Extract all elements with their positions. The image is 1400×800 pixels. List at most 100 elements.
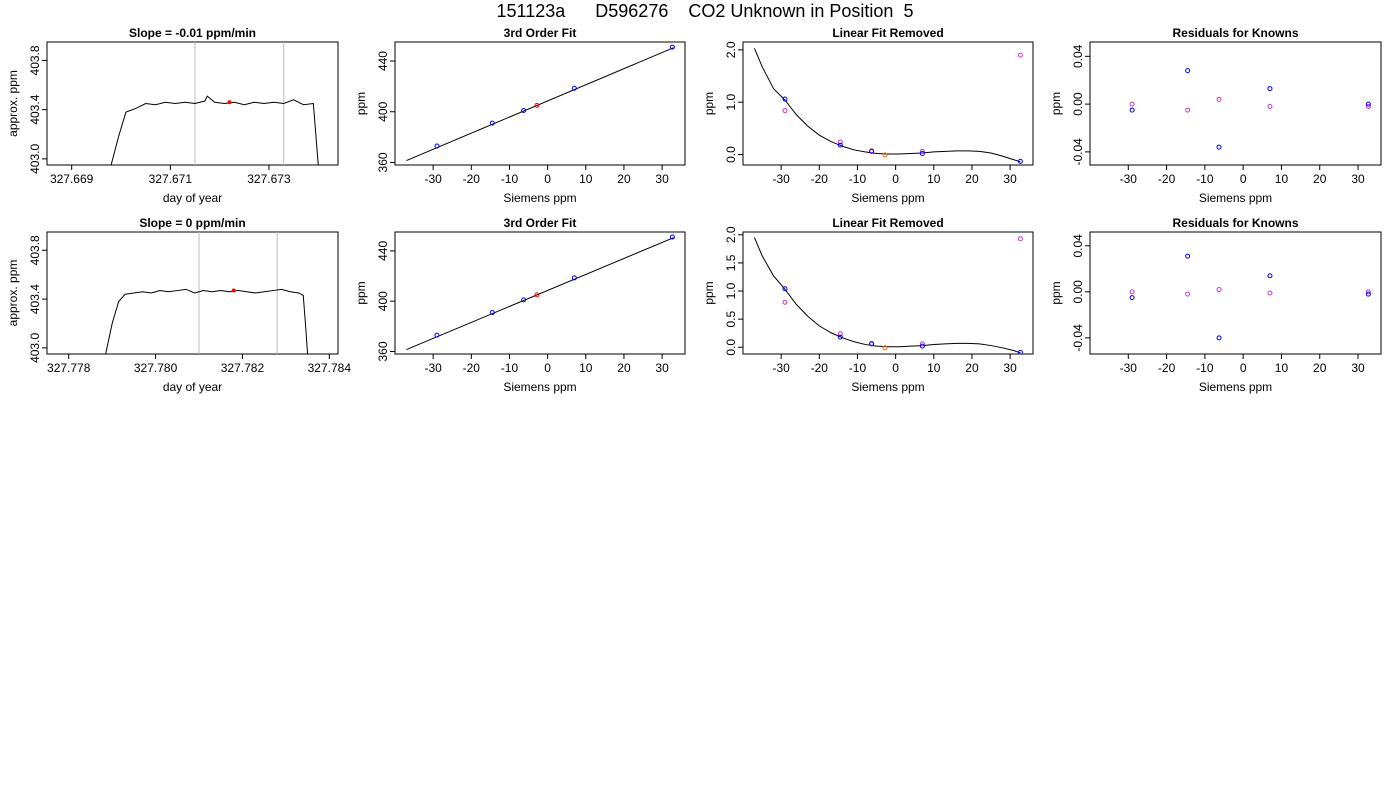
chart-title: Slope = 0 ppm/min xyxy=(139,216,245,230)
x-tick-label: 20 xyxy=(965,172,979,186)
x-tick-label: -30 xyxy=(1120,361,1138,375)
known-point xyxy=(869,341,875,347)
fit-line xyxy=(406,237,674,351)
x-tick-label: -10 xyxy=(1196,361,1214,375)
y-tick-label: 403.8 xyxy=(28,45,42,75)
x-tick-label: -10 xyxy=(501,172,519,186)
y-tick-label: 360 xyxy=(376,341,390,361)
known-point xyxy=(782,286,788,292)
x-tick-label: 20 xyxy=(617,361,631,375)
alt-point xyxy=(919,341,925,347)
y-axis-label: ppm xyxy=(354,281,368,304)
alt-point xyxy=(1216,287,1222,293)
y-tick-label: 2.0 xyxy=(724,226,738,243)
x-tick-label: 30 xyxy=(1351,361,1365,375)
alt-point xyxy=(1267,290,1273,296)
unknown-point xyxy=(882,152,888,158)
alt-point xyxy=(782,108,788,114)
known-point xyxy=(1365,291,1371,297)
known-point xyxy=(489,309,495,315)
plot-area xyxy=(110,42,319,165)
y-axis-label: ppm xyxy=(1049,281,1063,304)
unknown-point xyxy=(882,345,888,351)
plot-area xyxy=(753,236,1023,354)
alt-point xyxy=(1185,291,1191,297)
y-tick-label: 440 xyxy=(376,51,390,71)
y-tick-label: 2.0 xyxy=(724,41,738,58)
known-point xyxy=(837,334,843,340)
x-tick-label: 327.782 xyxy=(221,361,265,375)
y-axis-label: ppm xyxy=(1049,92,1063,115)
y-tick-label: 440 xyxy=(376,241,390,261)
known-point xyxy=(571,275,577,281)
plot-area xyxy=(1129,253,1371,341)
plot-frame xyxy=(46,231,339,355)
unknown-point xyxy=(534,102,540,108)
y-tick-label: 0.0 xyxy=(724,146,738,163)
x-tick-label: 20 xyxy=(1313,361,1327,375)
y-tick-label: 0.04 xyxy=(1071,44,1085,68)
x-tick-label: 0 xyxy=(892,172,899,186)
x-axis-label: Siemens ppm xyxy=(1199,380,1272,394)
known-point xyxy=(1129,295,1135,301)
chart-panel-7: Linear Fit Removed -30 -20 -10 0 10 20 30 0.0 0.5… xyxy=(702,216,1034,394)
x-tick-label: -30 xyxy=(1120,172,1138,186)
x-tick-label: -30 xyxy=(424,172,442,186)
x-axis-label: Siemens ppm xyxy=(503,380,576,394)
y-tick-label: 1.0 xyxy=(724,94,738,111)
x-tick-label: 10 xyxy=(927,361,941,375)
known-point xyxy=(669,234,675,240)
known-point xyxy=(521,107,527,113)
chart-title: Residuals for Knowns xyxy=(1172,216,1298,230)
cubic-fit-curve xyxy=(753,237,1021,354)
chart-title: 3rd Order Fit xyxy=(504,26,577,40)
plot-frame xyxy=(1089,231,1382,355)
x-tick-label: 0 xyxy=(1240,172,1247,186)
page-title: 151123a D596276 CO2 Unknown in Position … xyxy=(496,1,914,21)
x-tick-label: -20 xyxy=(811,172,829,186)
x-tick-label: 20 xyxy=(617,172,631,186)
known-point xyxy=(1365,101,1371,107)
x-axis-label: day of year xyxy=(163,191,222,205)
y-tick-label: 403.4 xyxy=(28,284,42,314)
y-tick-label: 400 xyxy=(376,101,390,121)
known-point xyxy=(669,44,675,50)
y-tick-label: -0.04 xyxy=(1071,324,1085,352)
y-axis-label: approx. ppm xyxy=(6,260,20,327)
known-point xyxy=(919,150,925,156)
x-axis-label: Siemens ppm xyxy=(1199,191,1272,205)
x-tick-label: 327.671 xyxy=(149,172,193,186)
known-point xyxy=(434,332,440,338)
x-tick-label: -20 xyxy=(1158,172,1176,186)
x-tick-label: -10 xyxy=(501,361,519,375)
x-tick-label: 327.780 xyxy=(134,361,178,375)
y-tick-label: 0.0 xyxy=(724,339,738,356)
alt-point xyxy=(1267,103,1273,109)
mean-marker-point xyxy=(227,100,232,105)
chart-panel-3: Linear Fit Removed -30 -20 -10 0 10 20 30 0.0 1.0… xyxy=(702,26,1034,205)
x-axis-label: Siemens ppm xyxy=(503,191,576,205)
x-tick-label: 10 xyxy=(579,361,593,375)
plot-frame xyxy=(1089,41,1382,166)
x-tick-label: 327.669 xyxy=(50,172,94,186)
x-tick-label: 0 xyxy=(892,361,899,375)
known-point xyxy=(1216,335,1222,341)
unknown-point xyxy=(534,292,540,298)
known-point xyxy=(837,142,843,148)
ppm-trace-line xyxy=(110,95,319,165)
x-tick-label: -20 xyxy=(1158,361,1176,375)
known-point xyxy=(1216,144,1222,150)
known-point xyxy=(521,297,527,303)
y-tick-label: 0.04 xyxy=(1071,234,1085,258)
alt-point xyxy=(1017,236,1023,242)
chart-panel-4: Residuals for Knowns -30 -20 -10 0 10 20 30 -0.0… xyxy=(1049,26,1382,205)
plot-frame xyxy=(46,41,339,166)
x-tick-label: 30 xyxy=(1003,361,1017,375)
chart-title: Linear Fit Removed xyxy=(832,216,943,230)
plot-area xyxy=(1129,68,1371,150)
y-axis-label: ppm xyxy=(354,92,368,115)
plot-area xyxy=(105,232,309,354)
alt-point xyxy=(1129,289,1135,295)
x-tick-label: 30 xyxy=(1351,172,1365,186)
y-tick-label: -0.04 xyxy=(1071,138,1085,166)
